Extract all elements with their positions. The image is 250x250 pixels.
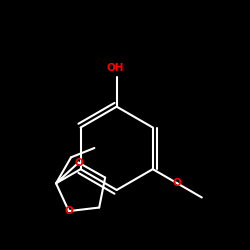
Text: O: O	[64, 206, 73, 216]
Text: OH: OH	[106, 63, 124, 73]
Text: O: O	[173, 178, 182, 188]
Text: O: O	[74, 158, 83, 168]
